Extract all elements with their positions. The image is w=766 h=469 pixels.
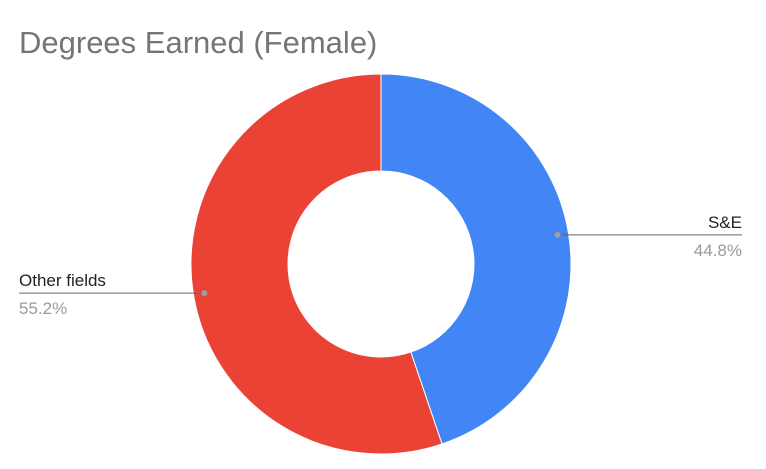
slice-value-label: 44.8% xyxy=(694,241,742,260)
slice-label: S&E xyxy=(708,213,742,232)
leader-dot xyxy=(554,231,561,238)
slice xyxy=(190,73,443,455)
slice-value-label: 55.2% xyxy=(19,299,67,318)
chart-title: Degrees Earned (Female) xyxy=(19,25,377,60)
slice-label: Other fields xyxy=(19,271,106,290)
leader-dot xyxy=(201,290,208,297)
slice xyxy=(380,73,572,445)
